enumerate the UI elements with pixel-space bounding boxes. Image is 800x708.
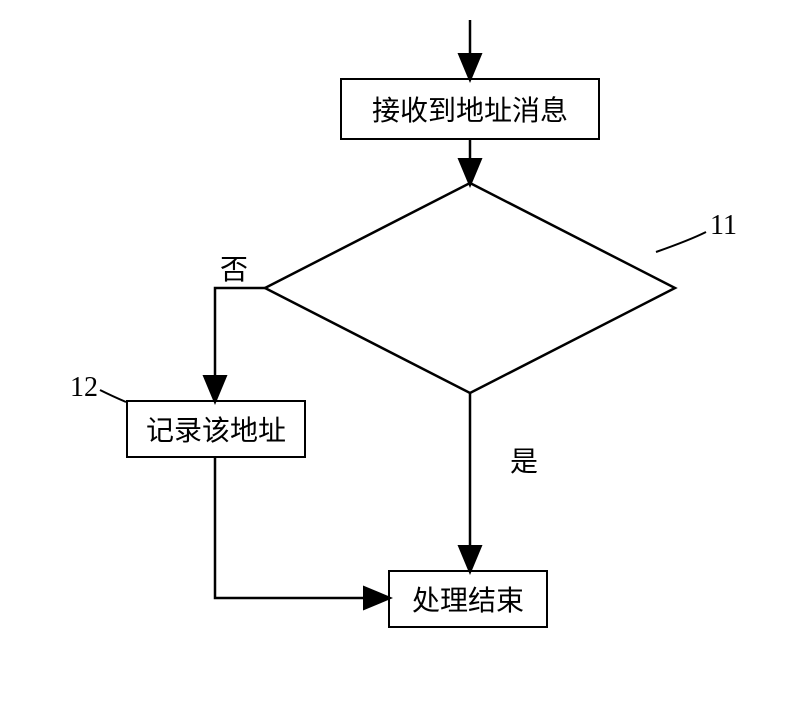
edge-record-to-end [215,458,388,598]
ref-label-12: 12 [70,372,98,404]
node-check [265,183,675,393]
node-receive: 接收到地址消息 [340,78,600,140]
ref-label-12-text: 12 [70,372,98,403]
node-receive-label: 接收到地址消息 [372,89,568,129]
edge-label-yes-text: 是 [510,447,538,478]
edge-label-no: 否 [220,248,248,288]
leader-12 [100,390,126,402]
ref-label-11-text: 11 [710,210,737,241]
node-record: 记录该地址 [126,400,306,458]
ref-label-11: 11 [710,210,737,242]
edge-label-yes: 是 [510,440,538,480]
node-end-label: 处理结束 [412,579,524,619]
edge-check-no [215,288,265,400]
node-record-label: 记录该地址 [146,409,286,449]
edge-label-no-text: 否 [220,255,248,286]
node-end: 处理结束 [388,570,548,628]
